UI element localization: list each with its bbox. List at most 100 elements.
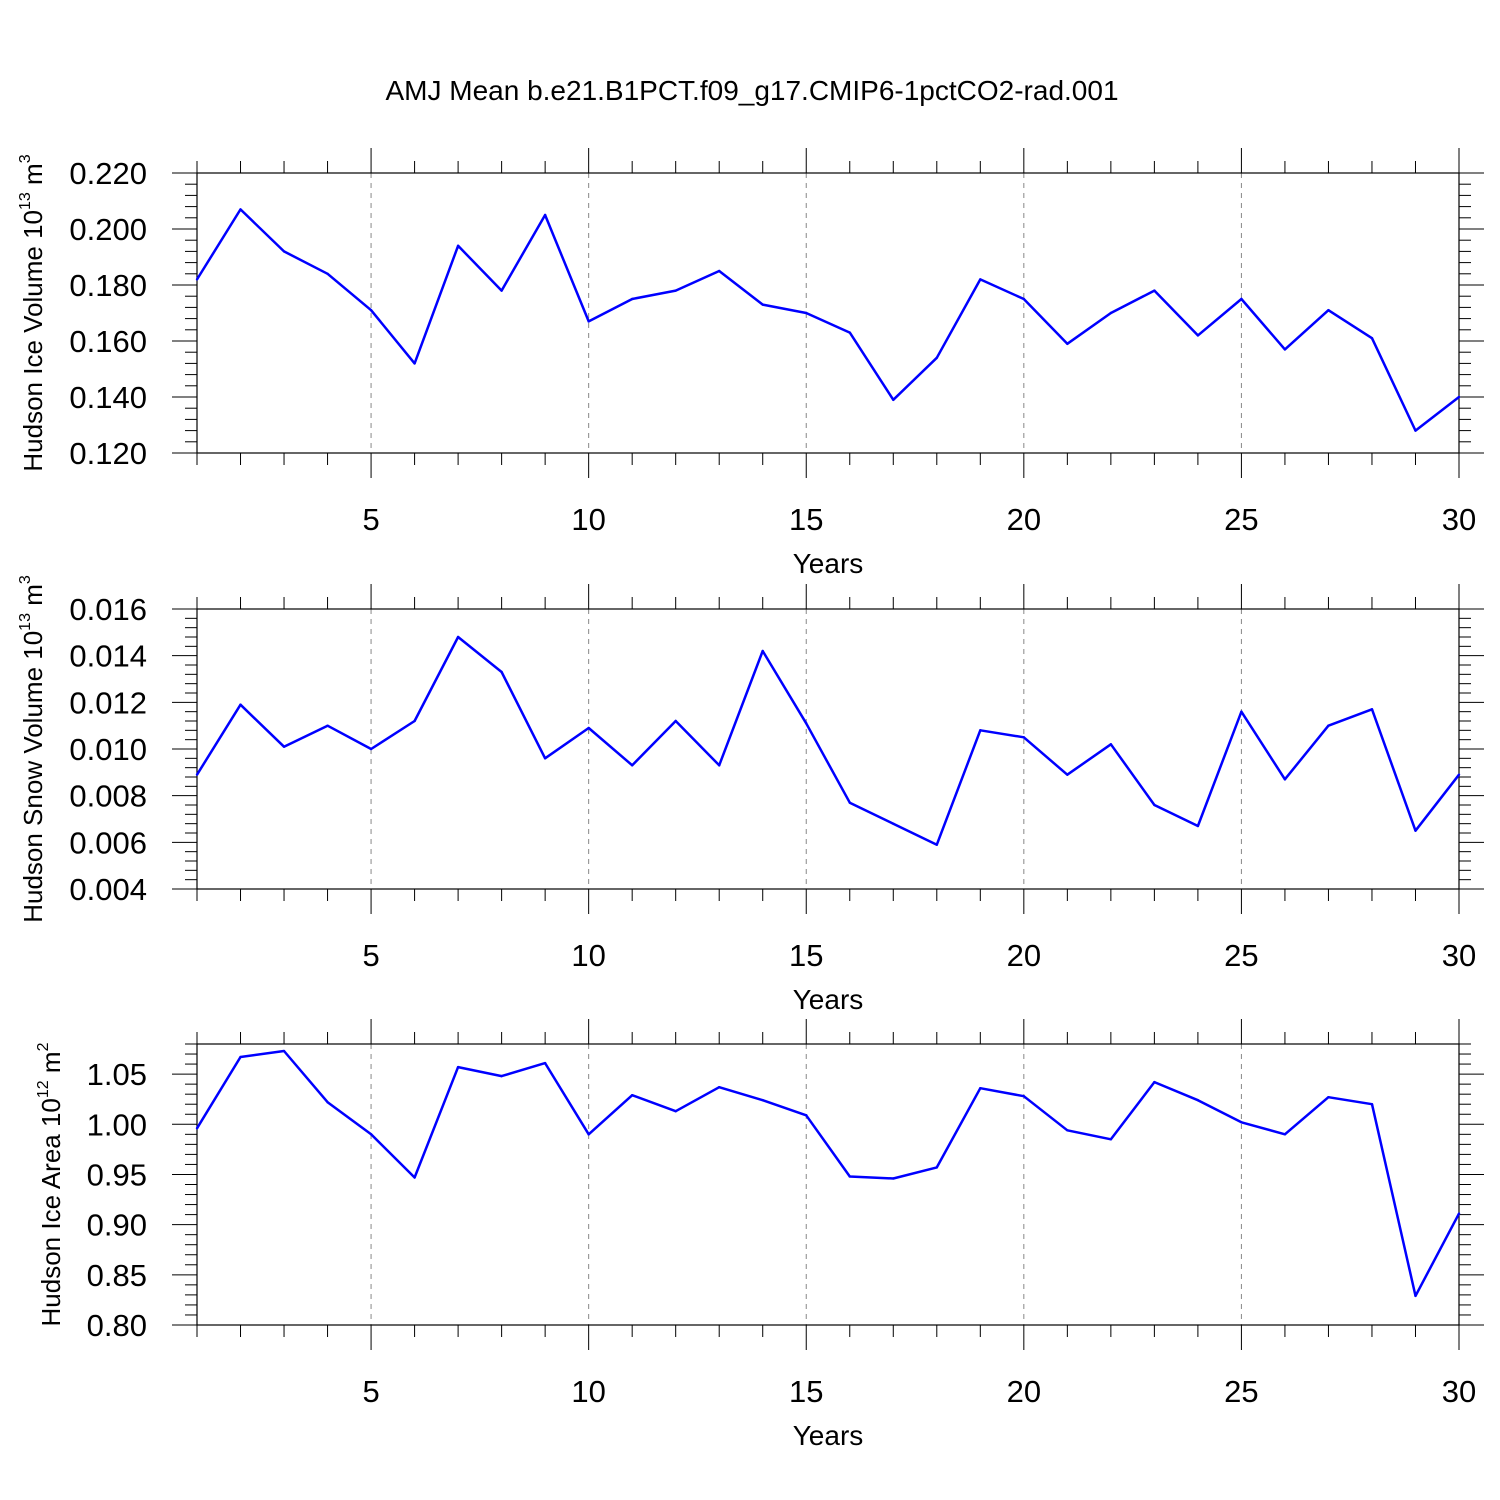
y-axis-label: Hudson Ice Volume 1013 m3 <box>17 154 48 471</box>
x-axis-label: Years <box>793 548 864 579</box>
data-point <box>413 719 416 723</box>
x-tick-label: 25 <box>1224 938 1258 973</box>
panel-frame <box>172 584 1484 914</box>
data-point <box>979 278 982 281</box>
plot-frame <box>196 172 1460 454</box>
data-point <box>195 773 199 776</box>
y-tick-label: 0.160 <box>69 324 147 359</box>
data-point <box>1066 342 1069 345</box>
x-tick-label: 15 <box>789 502 823 537</box>
data-point <box>1283 348 1287 351</box>
data-point <box>1457 1212 1461 1215</box>
data-point <box>674 1110 677 1113</box>
data-point <box>1109 311 1113 315</box>
data-point <box>979 1086 982 1090</box>
y-tick-label: 0.80 <box>87 1308 147 1343</box>
data-point <box>892 398 895 401</box>
data-point <box>1109 1138 1113 1141</box>
x-tick-label: 5 <box>362 502 379 537</box>
y-axis-label: Hudson Ice Area 1012 m2 <box>35 1042 66 1326</box>
data-point <box>935 1166 938 1169</box>
data-point <box>500 670 503 674</box>
data-point <box>1457 395 1461 399</box>
figure-title: AMJ Mean b.e21.B1PCT.f09_g17.CMIP6-1pctC… <box>385 75 1118 106</box>
x-tick-label: 15 <box>789 1374 823 1409</box>
data-point <box>369 747 373 751</box>
x-tick-label: 5 <box>362 1374 379 1409</box>
data-point <box>1153 1080 1156 1084</box>
data-point <box>587 1133 590 1136</box>
data-point <box>195 1127 199 1130</box>
data-point <box>456 244 460 247</box>
data-point <box>892 1177 895 1180</box>
data-point <box>500 289 503 292</box>
data-point <box>1414 429 1417 432</box>
panel-ice-area: Hudson Ice Area 1012 m2 Years 5 10 15 20 25 3… <box>35 1019 1484 1451</box>
data-point <box>761 1099 764 1102</box>
data-point <box>543 757 547 760</box>
y-tick-label: 0.012 <box>69 685 147 720</box>
data-point <box>718 1085 721 1089</box>
data-point <box>1414 829 1417 832</box>
y-tick-label: 1.05 <box>87 1057 147 1092</box>
data-point <box>1240 1121 1243 1124</box>
series-line <box>195 208 1460 432</box>
y-axis-label: Hudson Snow Volume 1013 m3 <box>17 575 48 923</box>
data-point <box>935 843 938 846</box>
x-tick-label: 5 <box>362 938 379 973</box>
y-tick-label: 0.008 <box>69 779 147 814</box>
data-point <box>456 635 460 639</box>
data-point <box>1414 1294 1417 1298</box>
panel-frame <box>172 148 1484 478</box>
data-point <box>1327 724 1330 727</box>
data-point <box>1327 309 1330 312</box>
y-tick-label: 0.120 <box>69 436 147 471</box>
data-point <box>369 309 373 312</box>
data-point <box>456 1065 460 1069</box>
data-point <box>282 250 286 253</box>
y-tick-label: 0.014 <box>69 639 147 674</box>
x-tick-label: 30 <box>1442 502 1476 537</box>
y-tick-label: 0.85 <box>87 1258 147 1293</box>
x-tick-label: 25 <box>1224 502 1258 537</box>
data-point <box>500 1074 503 1078</box>
data-point <box>239 1055 242 1059</box>
data-point <box>1370 337 1374 340</box>
x-tick-label: 20 <box>1007 938 1041 973</box>
data-point <box>543 1061 547 1065</box>
y-tick-label: 0.180 <box>69 268 147 303</box>
data-point <box>761 649 764 653</box>
y-tick-label: 0.010 <box>69 732 147 767</box>
data-point <box>892 822 895 825</box>
panel-snow-volume: Hudson Snow Volume 1013 m3 Years 5 10 15 20… <box>17 575 1484 1015</box>
data-point <box>674 719 677 723</box>
data-point <box>1370 1103 1374 1106</box>
series-line <box>195 635 1460 846</box>
panel-frame <box>172 1019 1484 1350</box>
data-point <box>1327 1095 1330 1099</box>
data-point <box>282 1049 286 1053</box>
x-tick-label: 25 <box>1224 1374 1258 1409</box>
data-point <box>239 703 242 706</box>
data-point <box>761 303 764 306</box>
y-tick-label: 0.90 <box>87 1208 147 1243</box>
x-tick-label: 30 <box>1442 1374 1476 1409</box>
data-point <box>1370 708 1374 711</box>
data-point <box>630 297 634 301</box>
data-point <box>326 1101 329 1104</box>
data-point <box>1066 1129 1069 1132</box>
data-point <box>630 764 634 767</box>
y-tick-label: 0.140 <box>69 380 147 415</box>
y-tick-label: 1.00 <box>87 1107 147 1142</box>
x-tick-label: 10 <box>571 1374 605 1409</box>
data-point <box>1240 297 1243 301</box>
data-point <box>587 726 590 730</box>
data-point <box>239 208 242 211</box>
data-point <box>1022 1094 1026 1098</box>
data-point <box>1283 778 1287 781</box>
y-tick-label: 0.006 <box>69 825 147 860</box>
data-point <box>805 1114 808 1117</box>
data-point <box>1240 710 1243 713</box>
data-point <box>195 278 199 281</box>
